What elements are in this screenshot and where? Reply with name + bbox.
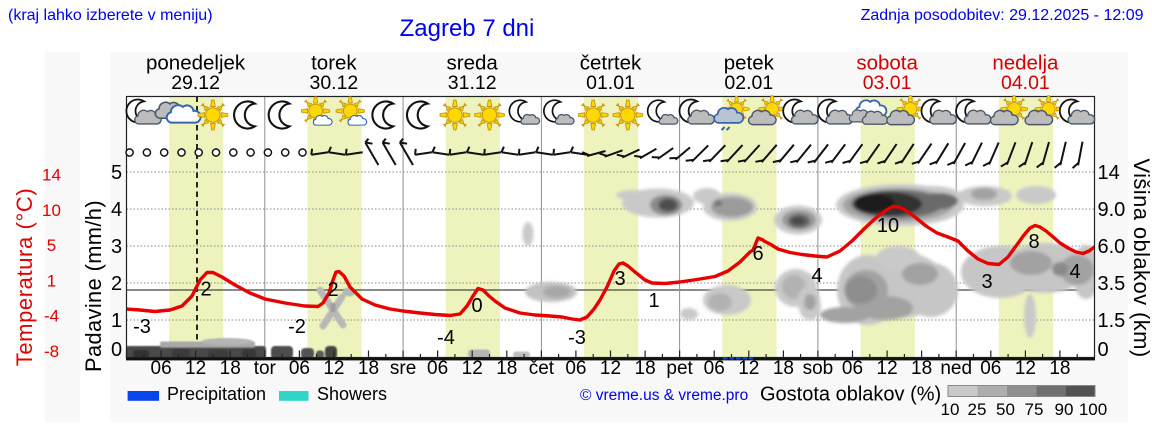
svg-text:12: 12 bbox=[1015, 358, 1036, 379]
svg-text:10: 10 bbox=[941, 400, 960, 419]
svg-text:ned: ned bbox=[940, 358, 972, 379]
svg-text:06: 06 bbox=[565, 358, 586, 379]
svg-text:10: 10 bbox=[877, 215, 899, 237]
svg-text:Zadnja posodobitev: 29.12.2025: Zadnja posodobitev: 29.12.2025 - 12:09 bbox=[861, 7, 1144, 24]
svg-text:-2: -2 bbox=[288, 316, 306, 338]
svg-text:Višina oblakov (km): Višina oblakov (km) bbox=[1129, 158, 1152, 357]
svg-text:četrtek: četrtek bbox=[580, 51, 642, 74]
svg-text:sobota: sobota bbox=[856, 51, 918, 74]
svg-text:-3: -3 bbox=[133, 316, 151, 338]
svg-text:12: 12 bbox=[462, 358, 483, 379]
svg-text:8: 8 bbox=[1028, 231, 1039, 253]
svg-text:6.0: 6.0 bbox=[1098, 236, 1126, 258]
svg-text:3.5: 3.5 bbox=[1098, 273, 1126, 295]
svg-text:6: 6 bbox=[752, 243, 763, 265]
svg-text:18: 18 bbox=[911, 358, 932, 379]
svg-text:18: 18 bbox=[1049, 358, 1070, 379]
svg-text:06: 06 bbox=[704, 358, 725, 379]
svg-text:-3: -3 bbox=[568, 327, 586, 349]
svg-text:Showers: Showers bbox=[317, 384, 387, 404]
svg-text:nedelja: nedelja bbox=[992, 51, 1059, 74]
svg-text:petek: petek bbox=[724, 51, 775, 74]
svg-text:2: 2 bbox=[327, 279, 338, 301]
svg-text:06: 06 bbox=[289, 358, 310, 379]
svg-text:18: 18 bbox=[358, 358, 379, 379]
svg-text:Padavine (mm/h): Padavine (mm/h) bbox=[81, 200, 106, 372]
svg-text:0: 0 bbox=[111, 339, 122, 361]
svg-text:Gostota oblakov (%): Gostota oblakov (%) bbox=[760, 384, 941, 406]
svg-text:5: 5 bbox=[111, 162, 122, 184]
svg-text:18: 18 bbox=[635, 358, 656, 379]
svg-text:06: 06 bbox=[842, 358, 863, 379]
svg-text:50: 50 bbox=[996, 400, 1015, 419]
svg-text:4: 4 bbox=[111, 199, 122, 221]
svg-text:29.12: 29.12 bbox=[171, 72, 220, 94]
svg-text:tor: tor bbox=[254, 358, 277, 379]
svg-text:0: 0 bbox=[1098, 339, 1109, 361]
svg-text:-4: -4 bbox=[44, 307, 59, 326]
svg-text:18: 18 bbox=[773, 358, 794, 379]
svg-text:Temperatura (°C): Temperatura (°C) bbox=[12, 188, 37, 367]
svg-text:30.12: 30.12 bbox=[309, 72, 358, 94]
svg-text:12: 12 bbox=[185, 358, 206, 379]
svg-text:75: 75 bbox=[1025, 400, 1044, 419]
svg-text:06: 06 bbox=[980, 358, 1001, 379]
svg-text:18: 18 bbox=[496, 358, 517, 379]
svg-text:03.01: 03.01 bbox=[863, 72, 912, 94]
svg-text:3: 3 bbox=[614, 268, 625, 290]
svg-text:1.5: 1.5 bbox=[1098, 310, 1126, 332]
svg-text:1: 1 bbox=[47, 271, 56, 290]
svg-text:2: 2 bbox=[200, 279, 211, 301]
svg-text:06: 06 bbox=[151, 358, 172, 379]
svg-text:02.01: 02.01 bbox=[724, 72, 773, 94]
svg-text:ponedeljek: ponedeljek bbox=[146, 51, 246, 74]
svg-text:4: 4 bbox=[1069, 261, 1080, 283]
svg-text:06: 06 bbox=[427, 358, 448, 379]
svg-text:sre: sre bbox=[390, 358, 416, 379]
svg-text:3: 3 bbox=[981, 271, 992, 293]
svg-text:čet: čet bbox=[529, 358, 555, 379]
svg-text:2: 2 bbox=[111, 273, 122, 295]
svg-text:01.01: 01.01 bbox=[586, 72, 635, 94]
svg-text:(kraj lahko izberete v meniju): (kraj lahko izberete v meniju) bbox=[8, 7, 213, 24]
svg-text:12: 12 bbox=[600, 358, 621, 379]
svg-text:12: 12 bbox=[323, 358, 344, 379]
svg-text:31.12: 31.12 bbox=[448, 72, 497, 94]
svg-text:1: 1 bbox=[111, 310, 122, 332]
svg-text:1: 1 bbox=[648, 290, 659, 312]
svg-text:9.0: 9.0 bbox=[1098, 199, 1126, 221]
svg-text:14: 14 bbox=[1098, 162, 1120, 184]
svg-text:© vreme.us & vreme.pro: © vreme.us & vreme.pro bbox=[580, 387, 748, 404]
svg-text:sreda: sreda bbox=[447, 51, 499, 74]
svg-text:25: 25 bbox=[968, 400, 987, 419]
svg-text:sob: sob bbox=[803, 358, 834, 379]
svg-text:Precipitation: Precipitation bbox=[167, 384, 266, 404]
svg-text:Zagreb 7 dni: Zagreb 7 dni bbox=[400, 15, 535, 42]
svg-text:pet: pet bbox=[666, 358, 693, 379]
svg-text:-8: -8 bbox=[44, 342, 59, 361]
svg-text:12: 12 bbox=[877, 358, 898, 379]
svg-text:3: 3 bbox=[111, 236, 122, 258]
svg-text:torek: torek bbox=[311, 51, 357, 74]
svg-text:18: 18 bbox=[220, 358, 241, 379]
svg-text:14: 14 bbox=[42, 166, 61, 185]
svg-text:-4: -4 bbox=[437, 327, 455, 349]
svg-text:04.01: 04.01 bbox=[1001, 72, 1050, 94]
svg-text:5: 5 bbox=[47, 236, 56, 255]
svg-text:0: 0 bbox=[471, 295, 482, 317]
svg-text:4: 4 bbox=[811, 265, 822, 287]
svg-text:10: 10 bbox=[42, 201, 61, 220]
svg-text:90: 90 bbox=[1055, 400, 1074, 419]
svg-text:100: 100 bbox=[1079, 400, 1107, 419]
svg-text:12: 12 bbox=[738, 358, 759, 379]
